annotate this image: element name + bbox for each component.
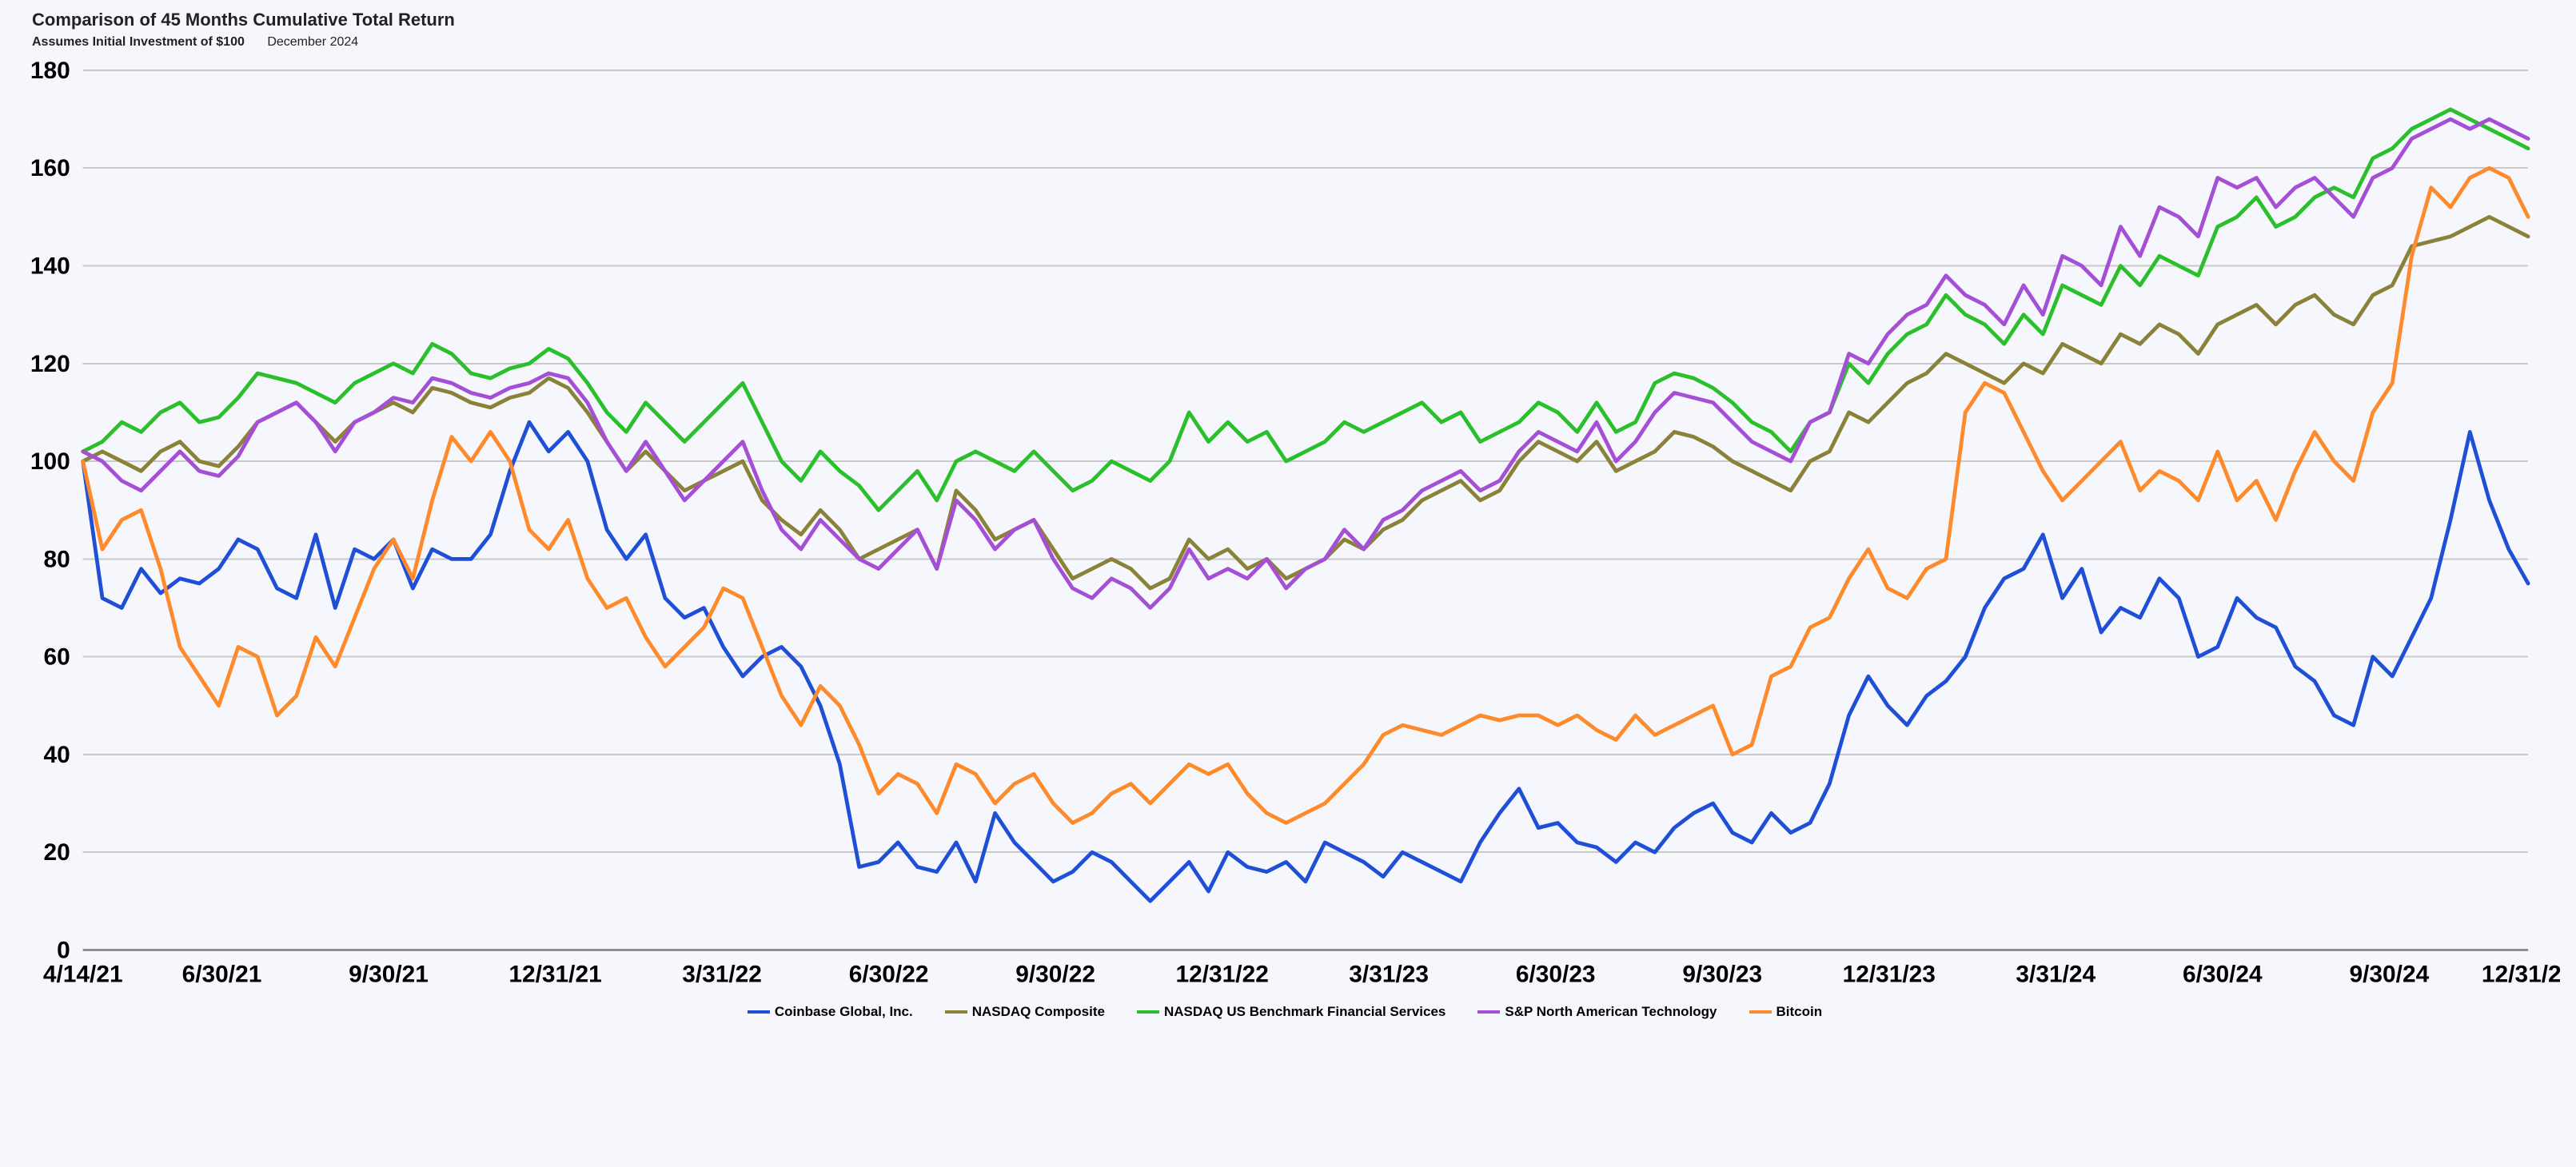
y-tick-label: 40	[44, 742, 70, 768]
y-tick-label: 140	[30, 253, 70, 279]
legend-item: Bitcoin	[1749, 1004, 1823, 1020]
series-line	[83, 217, 2528, 588]
x-tick-label: 3/31/24	[2016, 961, 2095, 987]
legend-item: Coinbase Global, Inc.	[748, 1004, 913, 1020]
x-tick-label: 12/31/24	[2482, 961, 2560, 987]
legend-item: S&P North American Technology	[1477, 1004, 1717, 1020]
series-line	[83, 110, 2528, 510]
y-tick-label: 20	[44, 839, 70, 866]
legend-item: NASDAQ Composite	[945, 1004, 1105, 1020]
x-tick-label: 12/31/22	[1175, 961, 1268, 987]
y-tick-label: 120	[30, 351, 70, 377]
chart-title: Comparison of 45 Months Cumulative Total…	[32, 10, 2560, 30]
legend-label: Bitcoin	[1776, 1004, 1823, 1020]
x-tick-label: 12/31/23	[1843, 961, 1936, 987]
legend-label: NASDAQ US Benchmark Financial Services	[1164, 1004, 1446, 1020]
chart-date: December 2024	[267, 35, 358, 49]
legend-swatch	[1749, 1010, 1772, 1014]
x-tick-label: 3/31/23	[1349, 961, 1429, 987]
x-tick-label: 9/30/21	[349, 961, 429, 987]
line-chart: 0 20 40 60 80 100 120 140 160 180 4/14/21 6/30/21 9/…	[10, 54, 2560, 998]
x-tick-label: 6/30/24	[2183, 961, 2263, 987]
legend-item: NASDAQ US Benchmark Financial Services	[1137, 1004, 1446, 1020]
x-tick-label: 9/30/22	[1015, 961, 1095, 987]
chart-legend: Coinbase Global, Inc. NASDAQ Composite NAS…	[10, 998, 2560, 1023]
y-tick-label: 180	[30, 58, 70, 84]
x-tick-label: 12/31/21	[508, 961, 601, 987]
x-tick-label: 3/31/22	[682, 961, 762, 987]
chart-subtitle: Assumes Initial Investment of $100	[32, 35, 245, 49]
legend-swatch	[945, 1010, 967, 1014]
legend-swatch	[748, 1010, 770, 1014]
x-tick-label: 9/30/24	[2349, 961, 2429, 987]
x-tick-label: 9/30/23	[1682, 961, 1762, 987]
legend-label: Coinbase Global, Inc.	[775, 1004, 913, 1020]
chart-subtitle-row: Assumes Initial Investment of $100 Decem…	[32, 35, 2560, 50]
y-tick-label: 100	[30, 448, 70, 475]
chart-container: Comparison of 45 Months Cumulative Total…	[0, 0, 2576, 1033]
x-tick-label: 4/14/21	[43, 961, 123, 987]
y-tick-label: 160	[30, 155, 70, 181]
legend-label: S&P North American Technology	[1505, 1004, 1717, 1020]
y-tick-label: 0	[57, 937, 70, 963]
x-tick-label: 6/30/21	[182, 961, 262, 987]
legend-swatch	[1137, 1010, 1159, 1014]
chart-titles: Comparison of 45 Months Cumulative Total…	[10, 10, 2560, 50]
series-line	[83, 422, 2528, 901]
y-tick-label: 80	[44, 546, 70, 572]
legend-label: NASDAQ Composite	[972, 1004, 1105, 1020]
legend-swatch	[1477, 1010, 1500, 1014]
x-tick-label: 6/30/22	[849, 961, 929, 987]
y-tick-label: 60	[44, 644, 70, 671]
x-tick-label: 6/30/23	[1516, 961, 1596, 987]
